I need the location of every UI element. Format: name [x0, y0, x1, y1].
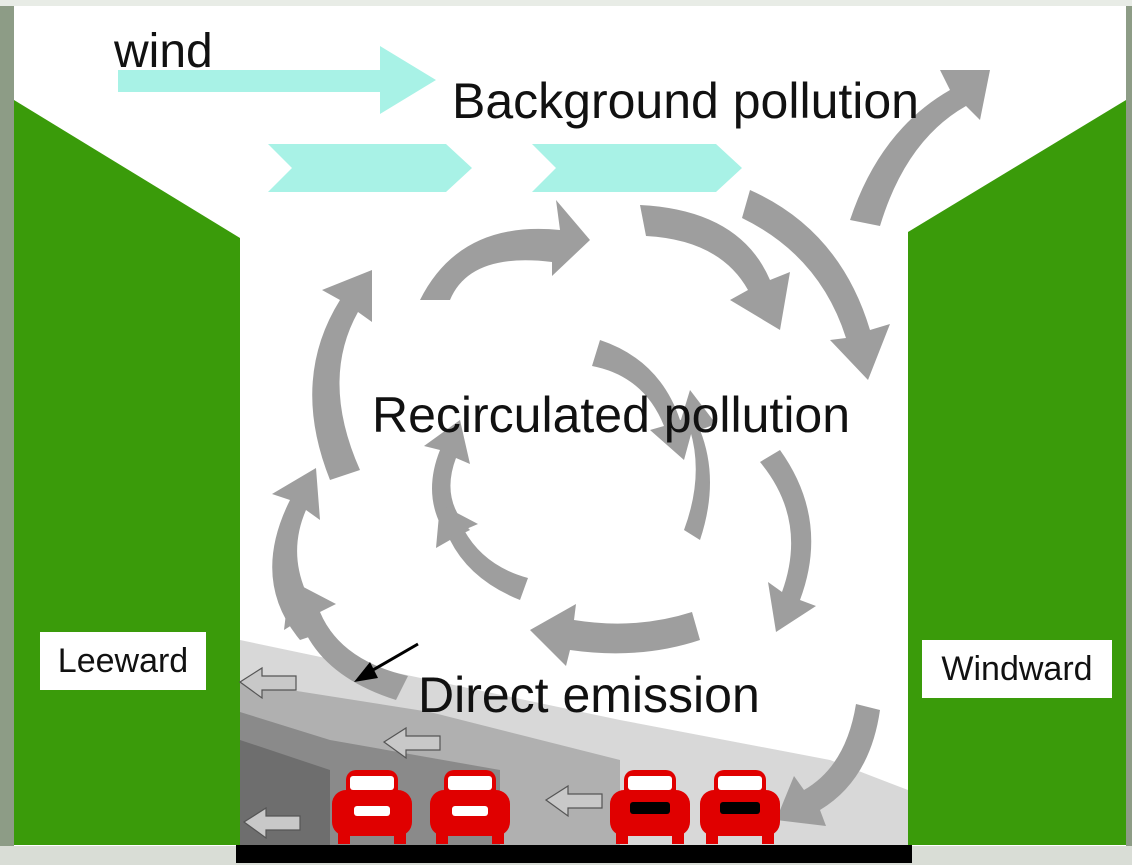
car-2 [430, 770, 510, 844]
car-4 [700, 770, 780, 844]
car-3 [610, 770, 690, 844]
road [236, 845, 912, 863]
vortex-arrow-top-left [420, 200, 590, 300]
ground-flow-arrows [238, 666, 603, 840]
background-pollution-label: Background pollution [452, 73, 919, 129]
top-edge-strip [0, 0, 1132, 6]
leeward-label: Leeward [40, 632, 206, 690]
vortex-arrow-top [640, 205, 790, 330]
wind-arrow-large [118, 46, 436, 114]
ground-arrow-3 [242, 806, 301, 840]
cars [332, 770, 780, 844]
emission-pointer-head [354, 662, 378, 682]
vortex-arrow-bottom [530, 604, 700, 666]
ground-arrow-4 [544, 784, 603, 818]
vortex-arrow-right [760, 450, 816, 632]
direct-emission-label: Direct emission [418, 667, 760, 723]
right-edge-strip [1126, 0, 1132, 865]
left-edge-strip [0, 0, 14, 865]
vortex-arrow-inner-3 [436, 504, 528, 600]
emission-pointer-line [365, 642, 419, 676]
wind-label: wind [114, 25, 213, 78]
vortex-arrow-escape [850, 70, 990, 226]
vortex-arrow-inner-4 [676, 390, 716, 540]
recirculated-pollution-label: Recirculated pollution [372, 387, 851, 443]
vortex-arrow-upper-right [742, 190, 890, 380]
ground-arrow-1 [238, 666, 297, 700]
wind-chevron-2 [532, 144, 742, 192]
vortex-arrow-bottom-right [776, 704, 880, 826]
car-1 [332, 770, 412, 844]
windward-label: Windward [922, 640, 1112, 698]
ground-arrow-2 [382, 726, 441, 760]
vortex-arrow-inner-2 [424, 420, 470, 540]
wind-chevron-1 [268, 144, 472, 192]
vortex-arrow-left [312, 270, 372, 480]
vortex-arrow-lower-left [272, 468, 330, 640]
vortex-arrow-lower-left-2 [284, 580, 408, 700]
recirculation-vortex [272, 70, 990, 826]
vortex-arrow-inner-1 [592, 340, 696, 460]
